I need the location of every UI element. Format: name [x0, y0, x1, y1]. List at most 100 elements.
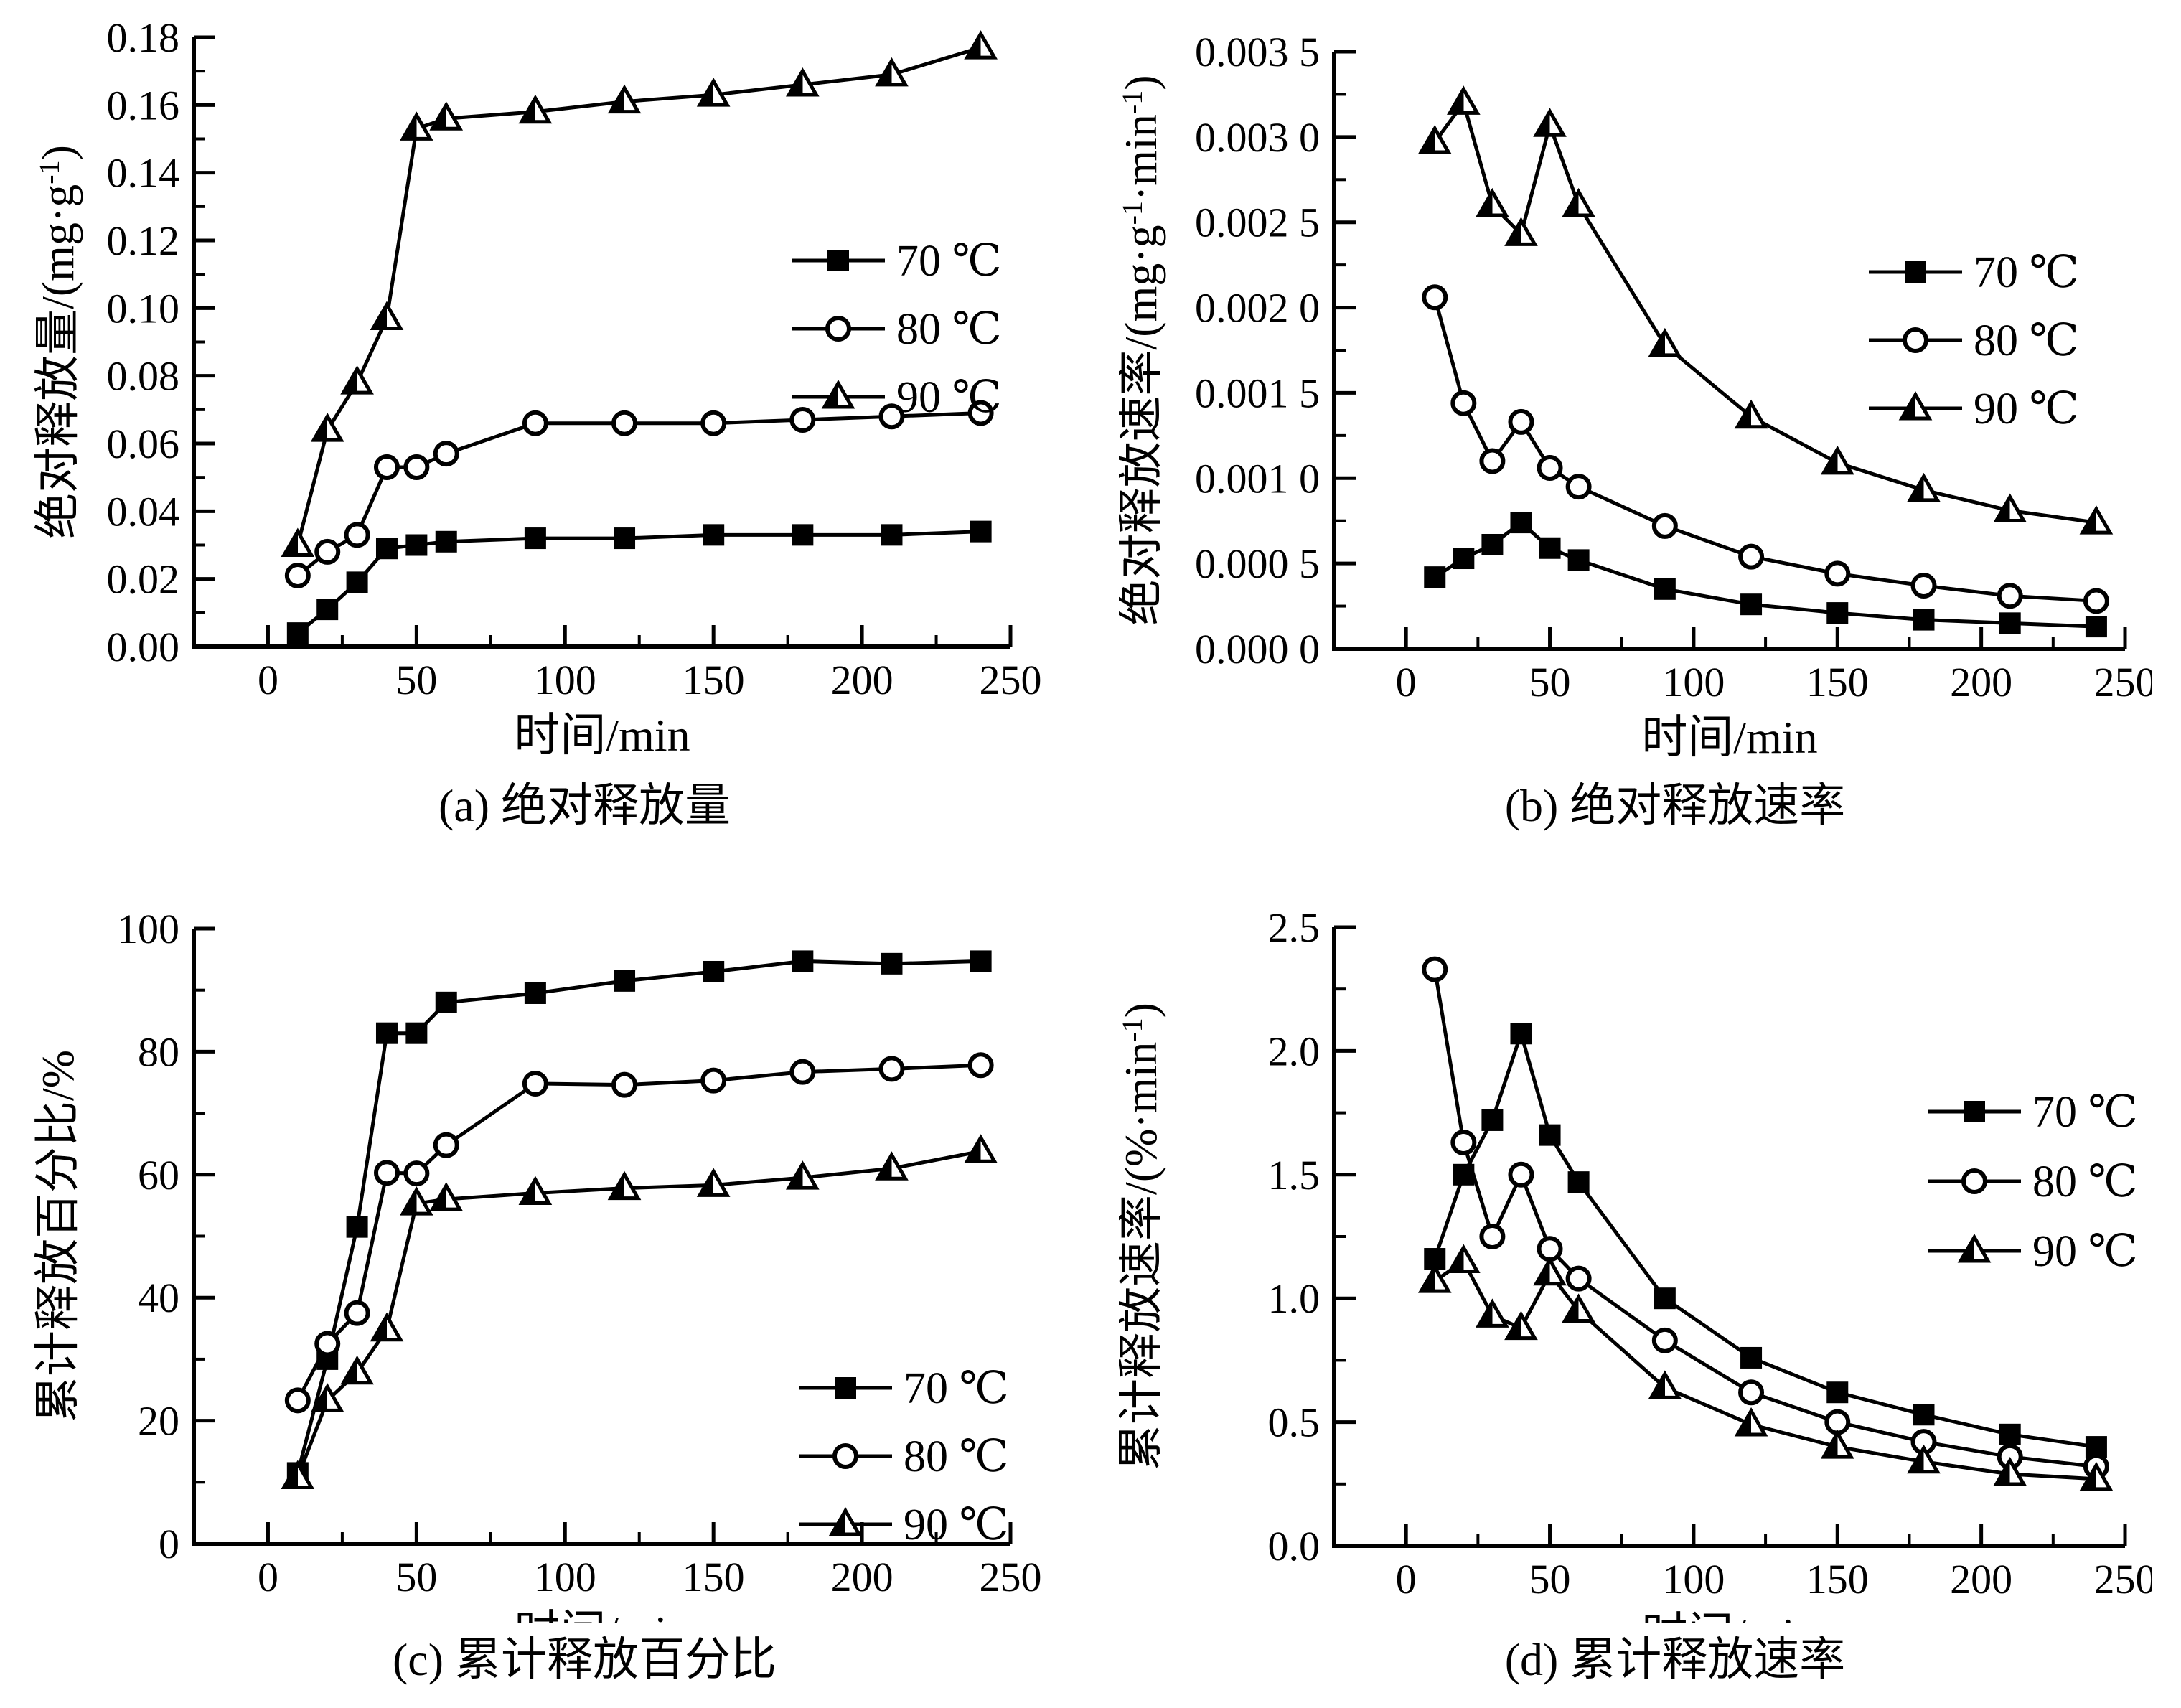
filled-square-marker	[435, 991, 457, 1013]
half-filled-triangle-marker	[518, 1176, 553, 1206]
open-circle-marker	[1997, 583, 2023, 609]
open-circle-marker	[611, 1071, 638, 1098]
half-filled-triangle-marker	[429, 101, 464, 131]
open-circle-marker	[1910, 573, 1937, 599]
half-filled-triangle-marker	[964, 30, 998, 60]
open-circle-marker-legend	[1903, 327, 1928, 353]
y-tick-label: 2.5	[1268, 904, 1321, 951]
half-filled-triangle-marker-legend	[1898, 390, 1933, 421]
half-filled-triangle-marker	[1476, 1298, 1509, 1328]
filled-square-marker	[435, 530, 457, 553]
half-filled-triangle-marker-legend	[828, 1506, 863, 1536]
half-filled-triangle-marker	[1476, 187, 1509, 217]
y-tick-label: 0.02	[107, 556, 180, 603]
filled-square-marker	[405, 534, 428, 556]
y-tick-label: 0.001 5	[1195, 370, 1320, 416]
filled-square-marker	[1567, 1171, 1590, 1193]
open-circle-marker	[522, 410, 548, 436]
x-tick-label: 50	[395, 1554, 437, 1600]
legend-label: 80 ℃	[904, 1432, 1009, 1481]
half-filled-triangle-marker	[1820, 445, 1854, 475]
filled-square-marker	[970, 950, 992, 972]
x-axis-title: 时间/min	[1641, 1609, 1817, 1623]
filled-square-marker-legend	[1905, 261, 1926, 283]
half-filled-triangle-marker	[281, 527, 315, 557]
open-circle-marker	[314, 538, 341, 565]
y-tick-label: 60	[138, 1152, 179, 1198]
filled-square-marker	[703, 960, 725, 982]
x-tick-label: 0	[258, 657, 278, 703]
y-tick-label: 0.000 5	[1195, 540, 1320, 587]
filled-square-marker	[1539, 1124, 1561, 1146]
legend-label: 70 ℃	[904, 1364, 1009, 1413]
chart-cumulative-release-rate: 0 50 100 150 200 250 0.0 0.5 1.0 1.5 2.0 2.5 时间/min 累…	[1119, 904, 2152, 1623]
open-circle-marker	[878, 1056, 905, 1082]
y-tick-label: 0.000 0	[1195, 626, 1320, 672]
x-tick-label: 100	[1662, 659, 1725, 705]
series-line-80℃	[296, 1063, 981, 1402]
open-circle-marker	[1450, 1129, 1477, 1155]
filled-square-marker	[1510, 512, 1532, 534]
legend-label: 80 ℃	[1974, 316, 2079, 365]
series-line-90℃	[296, 1149, 982, 1478]
half-filled-triangle-marker	[370, 1312, 404, 1342]
open-circle-marker	[1824, 560, 1851, 587]
open-circle-marker-legend	[825, 316, 851, 342]
half-filled-triangle-marker	[696, 78, 731, 107]
x-tick-label: 150	[683, 1554, 745, 1600]
filled-square-marker-legend	[1964, 1101, 1985, 1122]
filled-square-marker	[524, 982, 546, 1004]
x-axis-title: 时间/min	[1641, 712, 1817, 763]
half-filled-triangle-marker	[1417, 1264, 1452, 1293]
open-circle-marker	[1651, 512, 1678, 539]
series-line-70℃	[296, 530, 981, 635]
open-circle-marker	[403, 1160, 430, 1187]
y-axis-title: 绝对释放速率/(mg·g-1·min-1)	[1119, 75, 1166, 625]
open-circle-marker	[373, 454, 400, 481]
filled-square-marker	[792, 524, 814, 546]
y-axis-title: 累计释放百分比/%	[32, 1050, 83, 1422]
open-circle-marker	[284, 562, 311, 588]
x-tick-label: 150	[1806, 659, 1869, 705]
half-filled-triangle-marker	[1533, 108, 1567, 137]
y-tick-label: 0.0	[1268, 1523, 1321, 1569]
legend-label: 80 ℃	[896, 305, 1002, 354]
open-circle-marker	[522, 1070, 548, 1097]
open-circle-marker	[2083, 588, 2109, 614]
filled-square-marker	[405, 1022, 428, 1044]
y-axis-title: 绝对释放量/(mg·g-1)	[32, 145, 83, 539]
open-circle-marker	[1565, 1265, 1592, 1292]
y-tick-label: 0	[159, 1521, 179, 1567]
filled-square-marker	[346, 1216, 368, 1238]
x-tick-label: 0	[1396, 659, 1417, 705]
filled-square-marker	[286, 622, 309, 644]
x-tick-label: 100	[1662, 1556, 1725, 1603]
half-filled-triangle-marker	[786, 1160, 820, 1190]
half-filled-triangle-marker	[2079, 505, 2114, 535]
half-filled-triangle-marker	[429, 1182, 464, 1211]
filled-square-marker	[2085, 616, 2107, 638]
y-tick-label: 0.5	[1268, 1399, 1321, 1446]
caption-a: (a) 绝对释放量	[438, 780, 731, 831]
open-circle-marker	[1565, 474, 1592, 500]
filled-square-marker	[1913, 609, 1935, 631]
legend-label: 90 ℃	[896, 373, 1002, 422]
series-line-90℃	[1433, 98, 2097, 525]
y-tick-label: 0.10	[107, 285, 180, 332]
half-filled-triangle-marker	[1648, 1370, 1682, 1399]
series-line-70℃	[1432, 1027, 2097, 1449]
half-filled-triangle-marker-legend	[1957, 1233, 1992, 1263]
y-tick-label: 0.04	[107, 488, 180, 535]
open-circle-marker	[1738, 543, 1765, 570]
filled-square-marker	[792, 950, 814, 972]
half-filled-triangle-marker	[281, 1460, 315, 1489]
open-circle-marker	[314, 1331, 341, 1357]
x-tick-label: 150	[683, 657, 745, 703]
open-circle-marker	[403, 454, 430, 481]
half-filled-triangle-marker	[1907, 1444, 1941, 1474]
open-circle-marker	[1508, 1161, 1534, 1188]
y-tick-label: 0.00	[107, 624, 180, 670]
x-tick-label: 200	[831, 657, 893, 703]
open-circle-marker	[878, 403, 905, 430]
half-filled-triangle-marker	[1417, 124, 1452, 154]
